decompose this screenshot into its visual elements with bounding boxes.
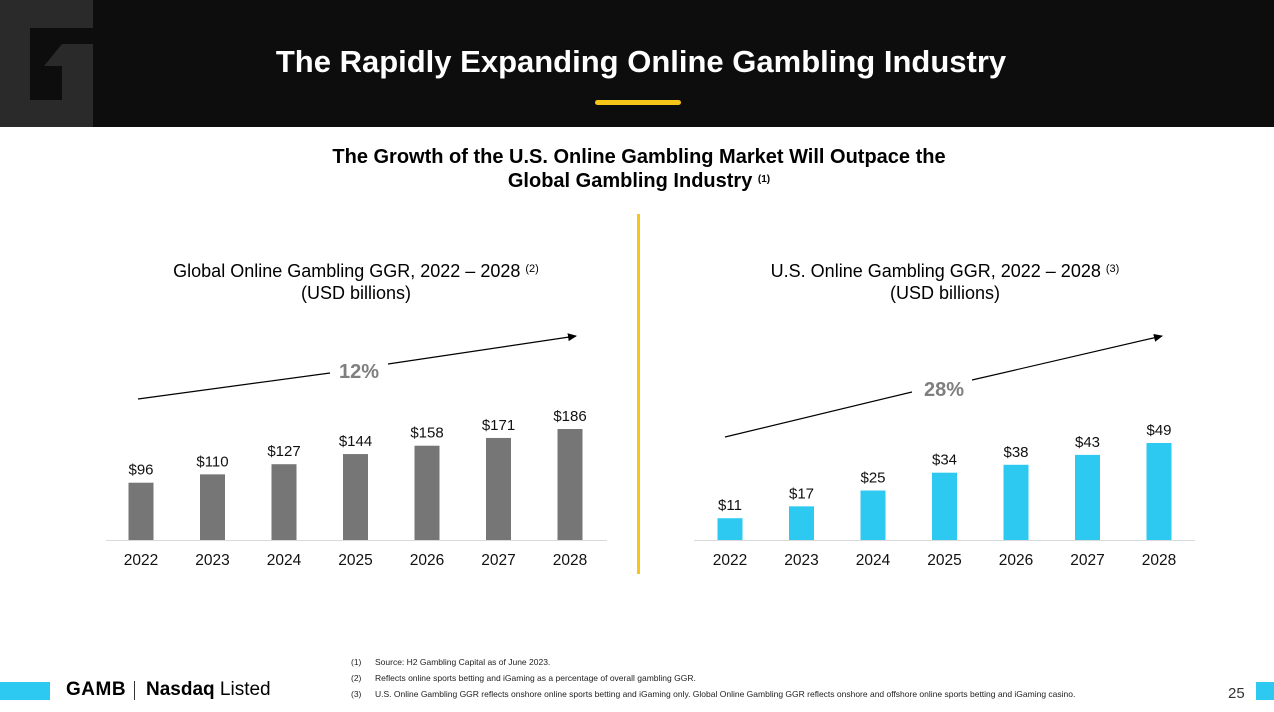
data-label: $171 — [482, 417, 515, 434]
data-label: $49 — [1146, 422, 1171, 439]
bar-2026 — [414, 445, 440, 540]
bar-2026 — [1003, 464, 1029, 540]
growth-rate-label: 28% — [924, 379, 964, 401]
x-tick-label: 2022 — [713, 552, 747, 569]
data-label: $38 — [1003, 444, 1028, 461]
growth-arrow-icon — [971, 333, 1163, 381]
data-label: $43 — [1075, 434, 1100, 451]
bar-2024 — [271, 464, 297, 540]
bar-2028 — [1146, 443, 1172, 540]
data-label: $96 — [128, 462, 153, 479]
x-tick-label: 2025 — [927, 552, 961, 569]
footer-brand-separator — [134, 681, 135, 700]
bar-2027 — [486, 437, 511, 540]
data-label: $34 — [932, 452, 957, 469]
us-chart-units: (USD billions) — [889, 283, 1001, 303]
data-label: $11 — [718, 497, 742, 514]
bar-2023 — [789, 506, 814, 540]
footer-exchange: Nasdaq Listed — [146, 679, 271, 701]
subtitle-footnote-ref: (1) — [757, 174, 771, 185]
us-chart-title: U.S. Online Gambling GGR, 2022 – 2028 (3… — [745, 260, 1145, 304]
us-chart-title-text: U.S. Online Gambling GGR, 2022 – 2028 — [770, 261, 1101, 281]
page-title: The Rapidly Expanding Online Gambling In… — [275, 44, 1007, 79]
x-tick-label: 2026 — [410, 552, 444, 569]
footnote: (2) Reflects online sports betting and iG… — [351, 670, 1075, 686]
x-tick-label: 2026 — [999, 552, 1033, 569]
global-chart-footnote-ref: (2) — [525, 263, 539, 275]
footnote-number: (3) — [351, 689, 362, 699]
footnote-number: (2) — [351, 673, 362, 683]
footnote-text: Reflects online sports betting and iGami… — [375, 673, 696, 683]
footnote-text: U.S. Online Gambling GGR reflects onshor… — [375, 689, 1076, 699]
us-chart-footnote-ref: (3) — [1105, 263, 1120, 275]
x-tick-label: 2024 — [856, 552, 891, 569]
footer-accent-right — [1256, 682, 1274, 700]
footer-accent-left — [0, 682, 50, 700]
x-tick-label: 2024 — [267, 552, 302, 569]
company-logo-icon — [0, 0, 93, 127]
x-tick-label: 2023 — [195, 552, 229, 569]
data-label: $158 — [410, 425, 443, 442]
global-ggr-bar-chart: $96 2022 $110 2023 $127 2024 $144 2025 $158 2026 $… — [106, 333, 607, 569]
header-banner: The Rapidly Expanding Online Gambling In… — [0, 0, 1274, 127]
footer-brand: GAMB — [66, 679, 127, 700]
footnote: (1) Source: H2 Gambling Capital as of Jun… — [351, 654, 1075, 670]
data-label: $17 — [789, 485, 814, 502]
data-label: $144 — [339, 433, 372, 450]
x-tick-label: 2025 — [338, 552, 372, 569]
bar-2022 — [717, 518, 743, 540]
bar-2024 — [860, 490, 886, 540]
x-tick-label: 2028 — [553, 552, 587, 569]
footnote: (3) U.S. Online Gambling GGR reflects ons… — [351, 686, 1075, 702]
us-ggr-bar-chart: $11 2022 $17 2023 $25 2024 $34 2025 $38 2026 $43 20… — [694, 333, 1195, 569]
global-chart-units: (USD billions) — [300, 283, 412, 303]
footnotes: (1) Source: H2 Gambling Capital as of Jun… — [351, 654, 1075, 702]
footnote-number: (1) — [351, 657, 362, 667]
subtitle-line2: Global Gambling Industry — [507, 170, 753, 192]
data-label: $25 — [860, 470, 885, 487]
data-label: $186 — [553, 408, 586, 425]
subtitle-line1: The Growth of the U.S. Online Gambling M… — [332, 146, 946, 168]
footnote-text: Source: H2 Gambling Capital as of June 2… — [375, 657, 551, 667]
page-number: 25 — [1228, 685, 1245, 702]
x-tick-label: 2022 — [124, 552, 158, 569]
slide-subtitle: The Growth of the U.S. Online Gambling M… — [0, 145, 1274, 193]
data-label: $127 — [267, 443, 300, 460]
bar-2028 — [557, 429, 583, 540]
global-chart-title: Global Online Gambling GGR, 2022 – 2028 … — [156, 260, 556, 304]
growth-arrow-tail — [724, 391, 913, 438]
growth-arrow-tail — [137, 372, 331, 400]
x-tick-label: 2027 — [1070, 552, 1104, 569]
global-chart-title-text: Global Online Gambling GGR, 2022 – 2028 — [173, 261, 521, 281]
title-underline — [595, 100, 681, 105]
bar-2022 — [128, 482, 154, 540]
x-tick-label: 2027 — [481, 552, 515, 569]
bar-2025 — [932, 472, 957, 540]
chart-divider — [637, 214, 640, 574]
data-label: $110 — [196, 453, 228, 470]
x-tick-label: 2023 — [784, 552, 818, 569]
bar-2023 — [200, 474, 225, 540]
footer-exchange-rest: Listed — [219, 679, 271, 700]
x-tick-label: 2028 — [1142, 552, 1176, 569]
growth-rate-label: 12% — [339, 361, 379, 383]
bar-2027 — [1075, 454, 1100, 540]
growth-arrow-icon — [387, 333, 577, 365]
footer-exchange-bold: Nasdaq — [146, 679, 215, 700]
bar-2025 — [343, 454, 368, 540]
